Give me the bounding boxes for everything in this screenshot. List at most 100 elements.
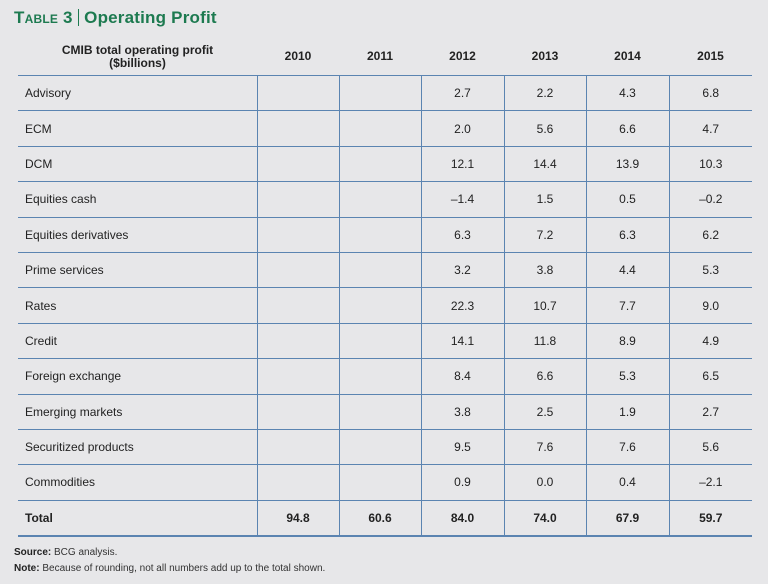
cell-value: 4.3	[585, 74, 669, 111]
cell-value: 84.0	[420, 499, 504, 538]
cell-value: 4.9	[668, 322, 752, 359]
table-row: Prime services 3.2 3.8 4.4 5.3	[18, 251, 752, 288]
cell-value	[256, 287, 339, 324]
cell-value: 7.6	[585, 428, 669, 465]
operating-profit-table: CMIB total operating profit ($billions) 2…	[18, 38, 752, 538]
cell-value	[338, 74, 421, 111]
cell-value: –0.2	[668, 181, 752, 218]
cell-value: 7.6	[503, 428, 586, 465]
cell-value: 8.9	[585, 322, 669, 359]
header-row: CMIB total operating profit ($billions) 2…	[18, 38, 752, 76]
cell-value: 5.6	[503, 110, 586, 147]
rounding-note: Note: Because of rounding, not all numbe…	[14, 561, 325, 577]
cell-value: 94.8	[256, 499, 339, 538]
cell-value: 3.8	[503, 251, 586, 288]
cell-value: 59.7	[668, 499, 752, 538]
table-title: Table 3 Operating Profit	[14, 8, 217, 28]
header-year: 2013	[531, 49, 559, 63]
cell-value: 14.4	[503, 145, 586, 182]
source-note: Source: BCG analysis.	[14, 545, 325, 561]
cell-value: 11.8	[503, 322, 586, 359]
cell-value	[338, 110, 421, 147]
table-row: DCM 12.1 14.4 13.9 10.3	[18, 145, 752, 182]
table-row: Commodities 0.9 0.0 0.4 –2.1	[18, 464, 752, 501]
header-year: 2012	[449, 49, 476, 63]
cell-value: 0.0	[503, 464, 586, 501]
cell-value: 60.6	[338, 499, 421, 538]
table-row: Equities derivatives 6.3 7.2 6.3 6.2	[18, 216, 752, 253]
cell-value: 12.1	[420, 145, 504, 182]
cell-value: 2.7	[668, 393, 752, 430]
cell-value: 67.9	[585, 499, 669, 538]
row-label: Equities cash	[18, 181, 257, 218]
header-year: 2014	[614, 49, 641, 63]
cell-value: 7.2	[503, 216, 586, 253]
cell-value: 9.5	[420, 428, 504, 465]
cell-value: 6.6	[503, 358, 586, 395]
cell-value	[338, 428, 421, 465]
table-row: Equities cash –1.4 1.5 0.5 –0.2	[18, 181, 752, 218]
cell-value: –1.4	[420, 181, 504, 218]
row-label: Emerging markets	[18, 393, 257, 430]
cell-value: 5.6	[668, 428, 752, 465]
source-label: Source:	[14, 547, 52, 558]
header-metric: CMIB total operating profit ($billions)	[18, 38, 257, 76]
cell-value	[256, 216, 339, 253]
row-label: Rates	[18, 287, 257, 324]
table-row: ECM 2.0 5.6 6.6 4.7	[18, 110, 752, 147]
cell-value: 2.7	[420, 74, 504, 111]
cell-value: 2.5	[503, 393, 586, 430]
header-year: 2010	[284, 49, 312, 63]
cell-value	[338, 251, 421, 288]
cell-value: 2.2	[503, 74, 586, 111]
table-row: Emerging markets 3.8 2.5 1.9 2.7	[18, 393, 752, 430]
cell-value	[256, 358, 339, 395]
cell-value: 10.3	[668, 145, 752, 182]
row-label: Securitized products	[18, 428, 257, 465]
note-text: Because of rounding, not all numbers add…	[39, 563, 326, 574]
header-year: 2011	[366, 49, 394, 63]
cell-value	[338, 393, 421, 430]
cell-value	[256, 181, 339, 218]
cell-value	[338, 287, 421, 324]
cell-value: 6.3	[420, 216, 504, 253]
row-label: Equities derivatives	[18, 216, 257, 253]
total-row: Total 94.8 60.6 84.0 74.0 67.9 59.7	[18, 499, 752, 538]
cell-value	[256, 145, 339, 182]
cell-value: 7.7	[585, 287, 669, 324]
source-text: BCG analysis.	[51, 547, 118, 558]
table-row: Rates 22.3 10.7 7.7 9.0	[18, 287, 752, 324]
cell-value: 6.6	[585, 110, 669, 147]
cell-value	[338, 216, 421, 253]
row-label: Commodities	[18, 464, 257, 501]
cell-value: 22.3	[420, 287, 504, 324]
cell-value: 1.9	[585, 393, 669, 430]
note-label: Note:	[14, 563, 40, 574]
cell-value	[338, 145, 421, 182]
cell-value: 0.5	[585, 181, 669, 218]
row-label: Advisory	[18, 74, 257, 111]
cell-value: 14.1	[420, 322, 504, 359]
cell-value: 1.5	[503, 181, 586, 218]
row-label: Total	[18, 499, 257, 538]
table-title-text: Operating Profit	[84, 8, 217, 27]
cell-value	[256, 110, 339, 147]
table-number: Table 3	[14, 8, 73, 27]
cell-value: 5.3	[585, 358, 669, 395]
header-line2: ($billions)	[109, 55, 166, 70]
table-row: Credit 14.1 11.8 8.9 4.9	[18, 322, 752, 359]
row-label: DCM	[18, 145, 257, 182]
cell-value: 6.8	[668, 74, 752, 111]
cell-value	[256, 428, 339, 465]
title-divider	[77, 9, 80, 26]
cell-value: 9.0	[668, 287, 752, 324]
cell-value: 3.2	[420, 251, 504, 288]
cell-value	[256, 251, 339, 288]
cell-value: 4.4	[585, 251, 669, 288]
table-row: Securitized products 9.5 7.6 7.6 5.6	[18, 428, 752, 465]
cell-value	[338, 464, 421, 501]
cell-value: –2.1	[668, 464, 752, 501]
row-label: ECM	[18, 110, 257, 147]
cell-value: 6.3	[585, 216, 669, 253]
cell-value	[338, 358, 421, 395]
